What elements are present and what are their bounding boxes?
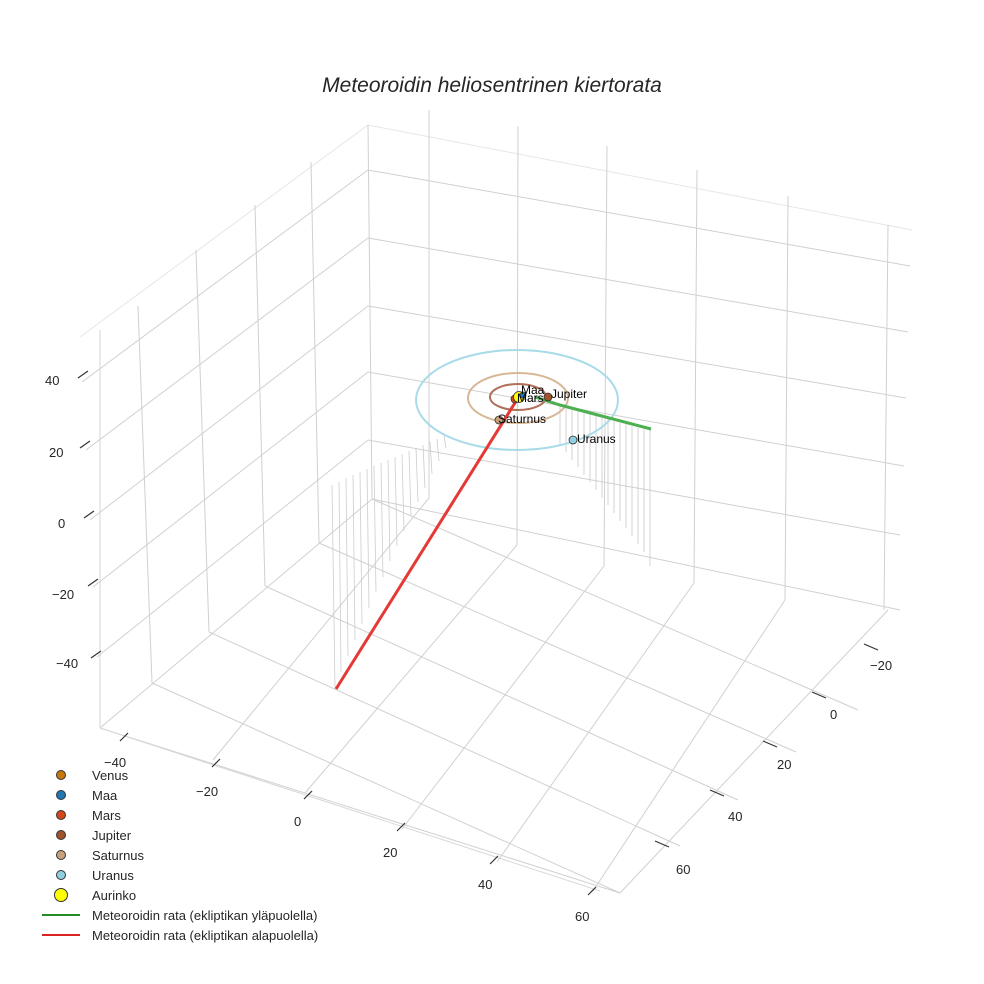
legend-item-trajectory-above[interactable]: Meteoroidin rata (ekliptikan yläpuolella… bbox=[36, 905, 318, 925]
z-tick: 0 bbox=[58, 516, 65, 531]
maa-marker-icon bbox=[56, 790, 66, 800]
uranus-marker-icon bbox=[56, 870, 66, 880]
y-tick: 20 bbox=[777, 757, 791, 772]
red-line-icon bbox=[42, 934, 80, 936]
maa-marker bbox=[519, 391, 527, 399]
legend-item-mars[interactable]: Mars bbox=[36, 805, 318, 825]
mars-marker-icon bbox=[56, 810, 66, 820]
uranus-orbit bbox=[415, 349, 619, 451]
z-axis-ticks: 40 20 0 −20 −40 bbox=[45, 373, 78, 671]
x-tick: −40 bbox=[104, 755, 126, 770]
label-maa: Maa bbox=[521, 383, 545, 397]
jupiter-marker bbox=[543, 392, 553, 402]
saturnus-marker bbox=[494, 415, 504, 425]
legend-item-trajectory-below[interactable]: Meteoroidin rata (ekliptikan alapuolella… bbox=[36, 925, 318, 945]
y-axis-ticks: −20 0 20 40 60 bbox=[676, 658, 892, 877]
z-tick: −40 bbox=[56, 656, 78, 671]
x-tick: 0 bbox=[294, 814, 301, 829]
uranus-marker bbox=[568, 435, 578, 445]
chart-title: Meteoroidin heliosentrinen kiertorata bbox=[322, 74, 662, 97]
x-tick: −20 bbox=[196, 784, 218, 799]
red-drop-lines bbox=[331, 435, 447, 689]
green-drop-lines bbox=[559, 405, 651, 566]
label-saturnus: Saturnus bbox=[498, 412, 546, 426]
aurinko-marker-icon bbox=[54, 888, 68, 902]
saturnus-marker-icon bbox=[56, 850, 66, 860]
x-axis-ticks: −40 −20 0 20 40 60 bbox=[104, 755, 589, 924]
legend-item-saturnus[interactable]: Saturnus bbox=[36, 845, 318, 865]
saturnus-orbit bbox=[467, 372, 569, 424]
label-uranus: Uranus bbox=[577, 432, 616, 446]
x-tick: 40 bbox=[478, 877, 492, 892]
y-tick: 60 bbox=[676, 862, 690, 877]
y-tick: 40 bbox=[728, 809, 742, 824]
planet-labels: Maa Mars Jupiter Saturnus Uranus bbox=[498, 383, 616, 446]
venus-marker-icon bbox=[56, 770, 66, 780]
legend-item-maa[interactable]: Maa bbox=[36, 785, 318, 805]
z-tick: −20 bbox=[52, 587, 74, 602]
meteoroid-trajectory-below bbox=[334, 397, 520, 690]
meteoroid-trajectory-above bbox=[534, 395, 652, 431]
legend-item-venus[interactable]: Venus bbox=[36, 765, 318, 785]
legend-item-uranus[interactable]: Uranus bbox=[36, 865, 318, 885]
grid-lines bbox=[79, 110, 913, 894]
label-mars: Mars bbox=[517, 391, 544, 405]
y-tick: −20 bbox=[870, 658, 892, 673]
x-tick: 20 bbox=[383, 845, 397, 860]
legend-item-jupiter[interactable]: Jupiter bbox=[36, 825, 318, 845]
x-tick: 60 bbox=[575, 909, 589, 924]
jupiter-marker-icon bbox=[56, 830, 66, 840]
green-line-icon bbox=[42, 914, 80, 916]
z-tick: 20 bbox=[49, 445, 63, 460]
legend: Venus Maa Mars Jupiter Saturnus Uranus A… bbox=[36, 765, 318, 945]
y-tick: 0 bbox=[830, 707, 837, 722]
planet-markers bbox=[494, 391, 578, 445]
label-jupiter: Jupiter bbox=[551, 387, 587, 401]
axis-tick-marks bbox=[77, 370, 879, 896]
legend-item-aurinko[interactable]: Aurinko bbox=[36, 885, 318, 905]
z-tick: 40 bbox=[45, 373, 59, 388]
